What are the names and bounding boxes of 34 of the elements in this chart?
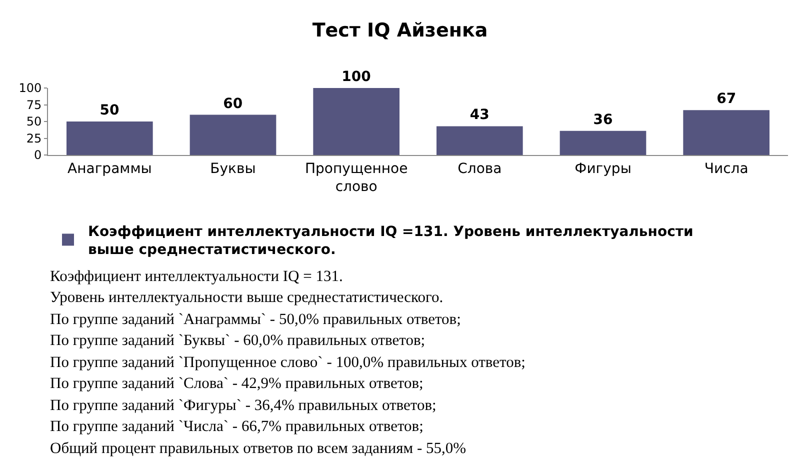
text: Уровень интеллектуальности выше среднестатистического. (50, 289, 444, 306)
data-label: 36 (593, 112, 613, 128)
bar (66, 122, 153, 155)
y-tick-label: 75 (26, 98, 42, 112)
data-label: 43 (470, 107, 490, 124)
data-label: 50 (100, 102, 120, 118)
bar (683, 110, 770, 155)
x-tick-label: Фигуры (574, 160, 632, 177)
y-tick-label: 0 (34, 148, 42, 162)
chart-title: Тест IQ Айзенка (312, 20, 488, 42)
data-label: 100 (342, 69, 372, 85)
text: По группе заданий `Анаграммы` - 50,0% правильных ответов; (50, 311, 461, 328)
x-tick-label: Анаграммы (68, 160, 152, 177)
text: По группе заданий `Пропущенное слово` - 100,0% правильных ответов; (50, 354, 526, 371)
bar (190, 114, 276, 155)
text: Коэффициент интеллектуальности IQ = 131. (50, 268, 343, 285)
x-tick-label: Числа (704, 160, 748, 177)
x-tick-label: Слова (458, 160, 502, 177)
text: По группе заданий `Фигуры` - 36,4% правильных ответов; (50, 397, 436, 414)
text: По группе заданий `Буквы` - 60,0% правильных ответов; (50, 332, 426, 349)
data-label: 60 (223, 96, 243, 112)
text: По группе заданий `Слова` - 42,9% правильных ответов; (50, 375, 424, 392)
text: Общий процент правильных ответов по всем заданиям - 55,0% (50, 440, 466, 457)
y-tick-label: 100 (18, 81, 42, 96)
legend-label: Коэффициент интеллектуальности IQ =131. Уровень интеллектуальности выше среднестатистического. (88, 224, 694, 258)
bar (313, 88, 400, 155)
bar (436, 126, 523, 155)
text: По группе заданий `Числа` - 66,7% правильных ответов; (50, 418, 424, 435)
y-tick-label: 50 (26, 114, 42, 129)
y-tick-label: 25 (26, 131, 42, 146)
x-tick-label: Буквы (210, 160, 256, 177)
data-label: 67 (716, 91, 736, 108)
x-tick-label: Пропущенное слово (304, 160, 408, 195)
bar (560, 130, 646, 155)
